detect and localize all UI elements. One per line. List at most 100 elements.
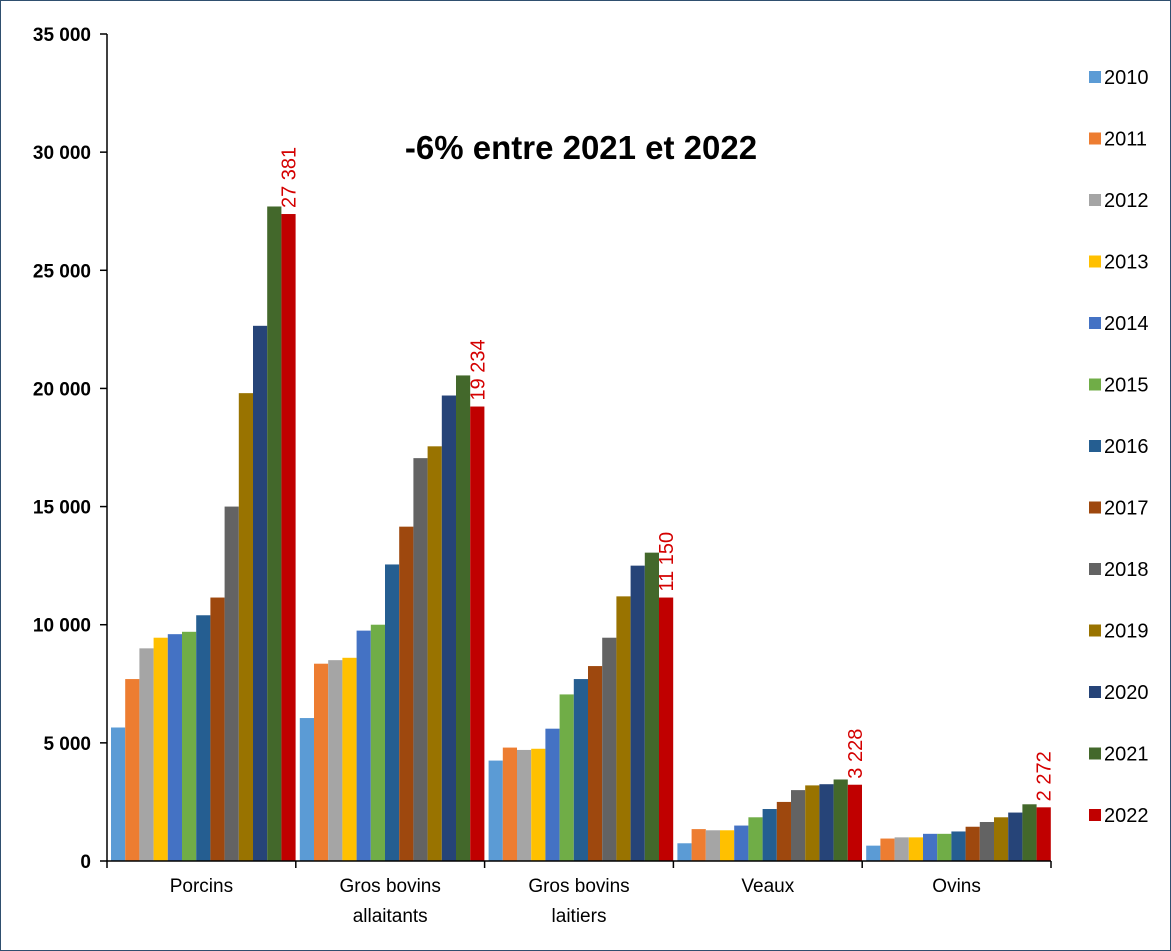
bar-2019-0 [238,393,253,861]
y-axis-ticks: 0 5 000 10 000 15 000 20 000 25 000 30 000 35 0… [33,25,107,873]
bars [111,206,1051,861]
bar-2021-1 [456,375,471,861]
y-tick-label: 15 000 [33,498,91,519]
legend-swatch [1089,809,1101,821]
x-category-label: Porcins [170,876,233,897]
legend-swatch [1089,194,1101,206]
y-tick-label: 10 000 [33,616,91,637]
bar-2013-1 [342,657,357,861]
bar-2010-1 [299,718,314,861]
data-label-2022: 27 381 [279,147,301,208]
legend-label: 2011 [1104,129,1147,151]
bar-2019-2 [616,596,631,861]
legend-swatch [1089,686,1101,698]
bar-2011-1 [314,663,329,861]
legend-item-2014: 2014 [1089,313,1149,335]
legend-item-2019: 2019 [1089,621,1149,643]
legend-label: 2021 [1104,744,1149,766]
bar-2017-2 [588,666,603,861]
legend-label: 2014 [1104,313,1149,335]
bar-2016-3 [762,809,777,861]
bar-2022-1 [470,406,485,861]
legend-swatch [1089,71,1101,83]
bar-2019-3 [805,785,820,861]
bar-2010-4 [866,845,881,861]
legend-item-2018: 2018 [1089,559,1149,581]
bar-2014-0 [167,634,182,861]
x-category-label: Veaux [741,876,794,897]
bar-2015-0 [182,631,197,861]
legend-label: 2017 [1104,498,1149,520]
legend-swatch [1089,378,1101,391]
bar-2017-4 [965,826,980,861]
x-category-label: Ovins [932,876,981,897]
bar-2012-2 [517,749,532,861]
legend-item-2016: 2016 [1089,436,1149,458]
bar-2018-1 [413,458,428,861]
y-tick-label: 5 000 [43,734,91,755]
bar-2010-2 [488,760,503,861]
x-category-label: Gros bovins laitiers [528,876,629,927]
x-category-label: Gros bovins allaitants [340,876,441,927]
bar-2014-3 [734,825,749,861]
bar-2021-4 [1022,804,1037,861]
y-tick-label: 0 [80,852,91,873]
bar-2022-3 [847,784,862,861]
bar-2021-2 [644,552,659,861]
data-label-2022: 3 228 [845,729,867,779]
bar-2018-3 [791,790,806,861]
legend: 2010 2011 2012 2013 2014 2015 2016 2017 2018 2019… [1089,67,1149,827]
bar-2017-0 [210,597,225,861]
legend-label: 2018 [1104,559,1149,581]
bar-2013-0 [153,637,168,861]
bar-2014-1 [356,630,371,861]
bar-2016-0 [196,615,211,861]
legend-item-2012: 2012 [1089,190,1149,212]
bar-2013-3 [720,830,735,861]
legend-swatch [1089,747,1101,760]
y-tick-label: 25 000 [33,261,91,282]
bar-2016-1 [385,564,400,861]
bar-2012-3 [705,830,720,861]
legend-item-2021: 2021 [1089,744,1149,766]
legend-swatch [1089,317,1101,329]
bar-2010-0 [111,727,126,861]
legend-label: 2019 [1104,621,1149,643]
legend-label: 2016 [1104,436,1149,458]
legend-item-2022: 2022 [1089,805,1149,827]
bar-2011-3 [691,829,706,861]
legend-swatch [1089,132,1101,145]
bar-2012-0 [139,648,154,861]
legend-label: 2013 [1104,252,1149,274]
y-tick-label: 20 000 [33,379,91,400]
bar-2022-2 [659,597,674,861]
legend-label: 2015 [1104,375,1149,397]
bar-2011-0 [125,679,140,861]
legend-item-2020: 2020 [1089,682,1149,704]
legend-label: 2022 [1104,805,1149,827]
bar-2017-1 [399,526,414,861]
data-label-2022: 19 234 [467,339,489,400]
legend-item-2010: 2010 [1089,67,1149,89]
bar-2016-4 [951,831,966,861]
bar-2017-3 [776,801,791,861]
data-label-2022: 11 150 [656,532,678,592]
x-axis-labels: Porcins Gros bovins allaitants Gros bovins l… [170,876,981,927]
legend-label: 2012 [1104,190,1149,212]
legend-swatch [1089,255,1101,268]
legend-item-2015: 2015 [1089,375,1149,397]
bar-2018-4 [979,822,994,861]
y-tick-label: 30 000 [33,143,91,164]
bar-2021-0 [267,206,282,861]
legend-swatch [1089,501,1101,514]
bar-2014-2 [545,728,560,861]
bar-2013-4 [908,837,923,861]
bar-2010-3 [677,843,692,861]
data-labels: 27 381 19 234 11 150 3 228 2 272 [279,147,1056,801]
bar-2011-2 [502,747,517,861]
bar-2016-2 [573,679,588,861]
legend-swatch [1089,440,1101,452]
legend-swatch [1089,624,1101,637]
axes [106,34,1052,868]
